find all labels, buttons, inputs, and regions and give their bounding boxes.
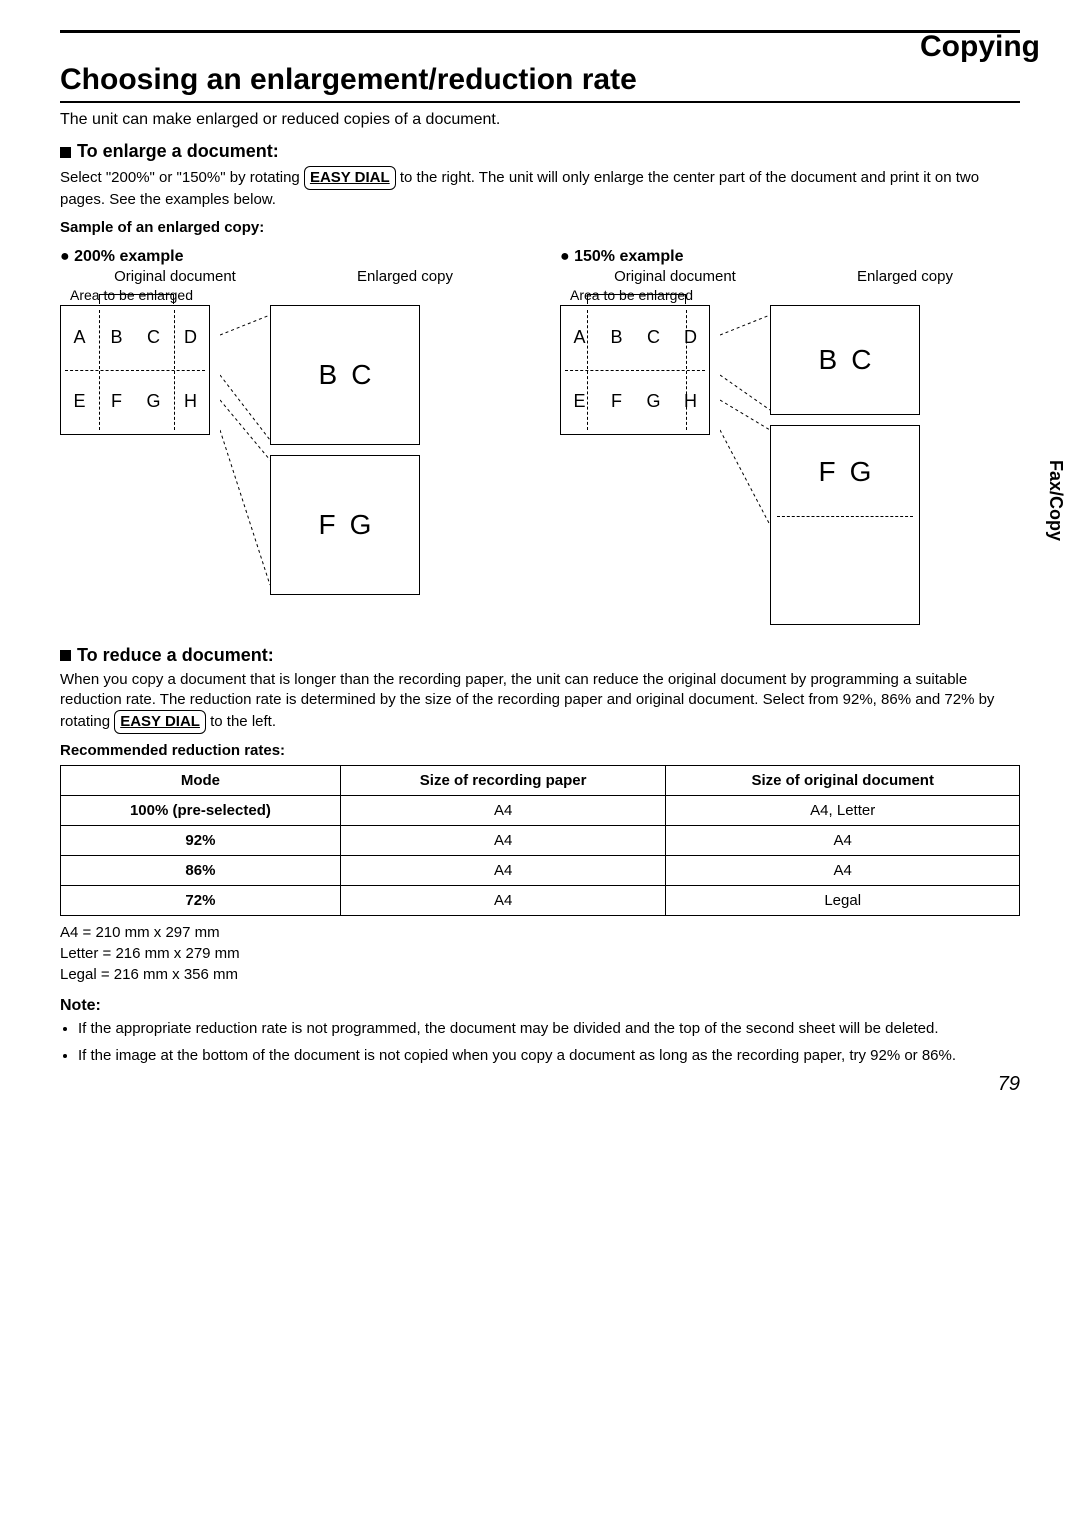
top-rule xyxy=(60,30,1020,33)
enlarge-heading-text: To enlarge a document: xyxy=(77,141,279,161)
enlarge-heading: To enlarge a document: xyxy=(60,141,1020,162)
example-column: 150% example Original documentEnlarged co… xyxy=(560,242,1020,625)
enlarged-stack: BCFG xyxy=(770,305,920,625)
reduce-heading: To reduce a document: xyxy=(60,645,1020,666)
reduction-table-label: Recommended reduction rates: xyxy=(60,742,1020,759)
page-number: 79 xyxy=(998,1073,1020,1096)
note-item: If the image at the bottom of the docume… xyxy=(78,1046,1020,1066)
table-header-cell: Mode xyxy=(61,766,341,796)
reduce-text-after: to the left. xyxy=(210,713,276,730)
diagram-row: ABCDEFGH BCFG xyxy=(560,305,1020,625)
table-header-cell: Size of original document xyxy=(666,766,1020,796)
square-bullet-icon xyxy=(60,147,71,158)
square-bullet-icon xyxy=(60,650,71,661)
paper-sizes: A4 = 210 mm x 297 mmLetter = 216 mm x 27… xyxy=(60,922,1020,985)
easy-dial-button[interactable]: EASY DIAL xyxy=(304,166,396,190)
table-row: 86%A4A4 xyxy=(61,856,1020,886)
section-tab: Copying xyxy=(920,30,1040,64)
page: Copying Fax/Copy Choosing an enlargement… xyxy=(0,0,1080,1112)
reduce-heading-text: To reduce a document: xyxy=(77,645,274,665)
example-title: 200% example xyxy=(60,248,520,266)
paper-size-line: A4 = 210 mm x 297 mm xyxy=(60,922,1020,943)
table-cell: Legal xyxy=(666,886,1020,916)
table-cell: A4 xyxy=(340,886,666,916)
paper-size-line: Legal = 216 mm x 356 mm xyxy=(60,964,1020,985)
connector-lines xyxy=(720,305,760,625)
table-cell: 100% (pre-selected) xyxy=(61,796,341,826)
sample-label: Sample of an enlarged copy: xyxy=(60,219,1020,236)
diagram-row: ABCDEFGH BCFG xyxy=(60,305,520,595)
paper-size-line: Letter = 216 mm x 279 mm xyxy=(60,943,1020,964)
enlarged-page: BC xyxy=(270,305,420,445)
example-column: 200% example Original documentEnlarged co… xyxy=(60,242,520,625)
table-cell: A4, Letter xyxy=(666,796,1020,826)
table-cell: 72% xyxy=(61,886,341,916)
table-row: 100% (pre-selected)A4A4, Letter xyxy=(61,796,1020,826)
orig-label: Original document xyxy=(60,268,290,285)
table-cell: A4 xyxy=(666,826,1020,856)
examples-row: 200% exampleOriginal documentEnlarged co… xyxy=(60,242,1020,625)
side-tab: Fax/Copy xyxy=(1045,460,1066,541)
table-row: 72%A4Legal xyxy=(61,886,1020,916)
enlarge-body: Select "200%" or "150%" by rotating EASY… xyxy=(60,166,1020,211)
note-item: If the appropriate reduction rate is not… xyxy=(78,1019,1020,1039)
intro-text: The unit can make enlarged or reduced co… xyxy=(60,111,1020,129)
copy-label: Enlarged copy xyxy=(290,268,520,285)
table-cell: A4 xyxy=(666,856,1020,886)
enlarge-text-before: Select "200%" or "150%" by rotating xyxy=(60,169,304,186)
table-cell: 86% xyxy=(61,856,341,886)
copy-label: Enlarged copy xyxy=(790,268,1020,285)
table-header-cell: Size of recording paper xyxy=(340,766,666,796)
table-row: 92%A4A4 xyxy=(61,826,1020,856)
enlarged-page: BC xyxy=(770,305,920,415)
original-box: ABCDEFGH xyxy=(560,305,710,435)
easy-dial-button[interactable]: EASY DIAL xyxy=(114,710,206,734)
reduction-table: ModeSize of recording paperSize of origi… xyxy=(60,765,1020,916)
page-title: Choosing an enlargement/reduction rate xyxy=(60,63,1020,103)
example-title: 150% example xyxy=(560,248,1020,266)
example-labels: Original documentEnlarged copy xyxy=(560,268,1020,285)
enlarged-stack: BCFG xyxy=(270,305,420,595)
table-cell: A4 xyxy=(340,826,666,856)
note-list: If the appropriate reduction rate is not… xyxy=(60,1019,1020,1066)
note-heading: Note: xyxy=(60,997,1020,1015)
reduce-body: When you copy a document that is longer … xyxy=(60,670,1020,735)
enlarged-page: FG xyxy=(770,425,920,625)
orig-label: Original document xyxy=(560,268,790,285)
original-box: ABCDEFGH xyxy=(60,305,210,435)
enlarged-page: FG xyxy=(270,455,420,595)
example-labels: Original documentEnlarged copy xyxy=(60,268,520,285)
table-cell: 92% xyxy=(61,826,341,856)
connector-lines xyxy=(220,305,260,595)
table-cell: A4 xyxy=(340,796,666,826)
table-cell: A4 xyxy=(340,856,666,886)
